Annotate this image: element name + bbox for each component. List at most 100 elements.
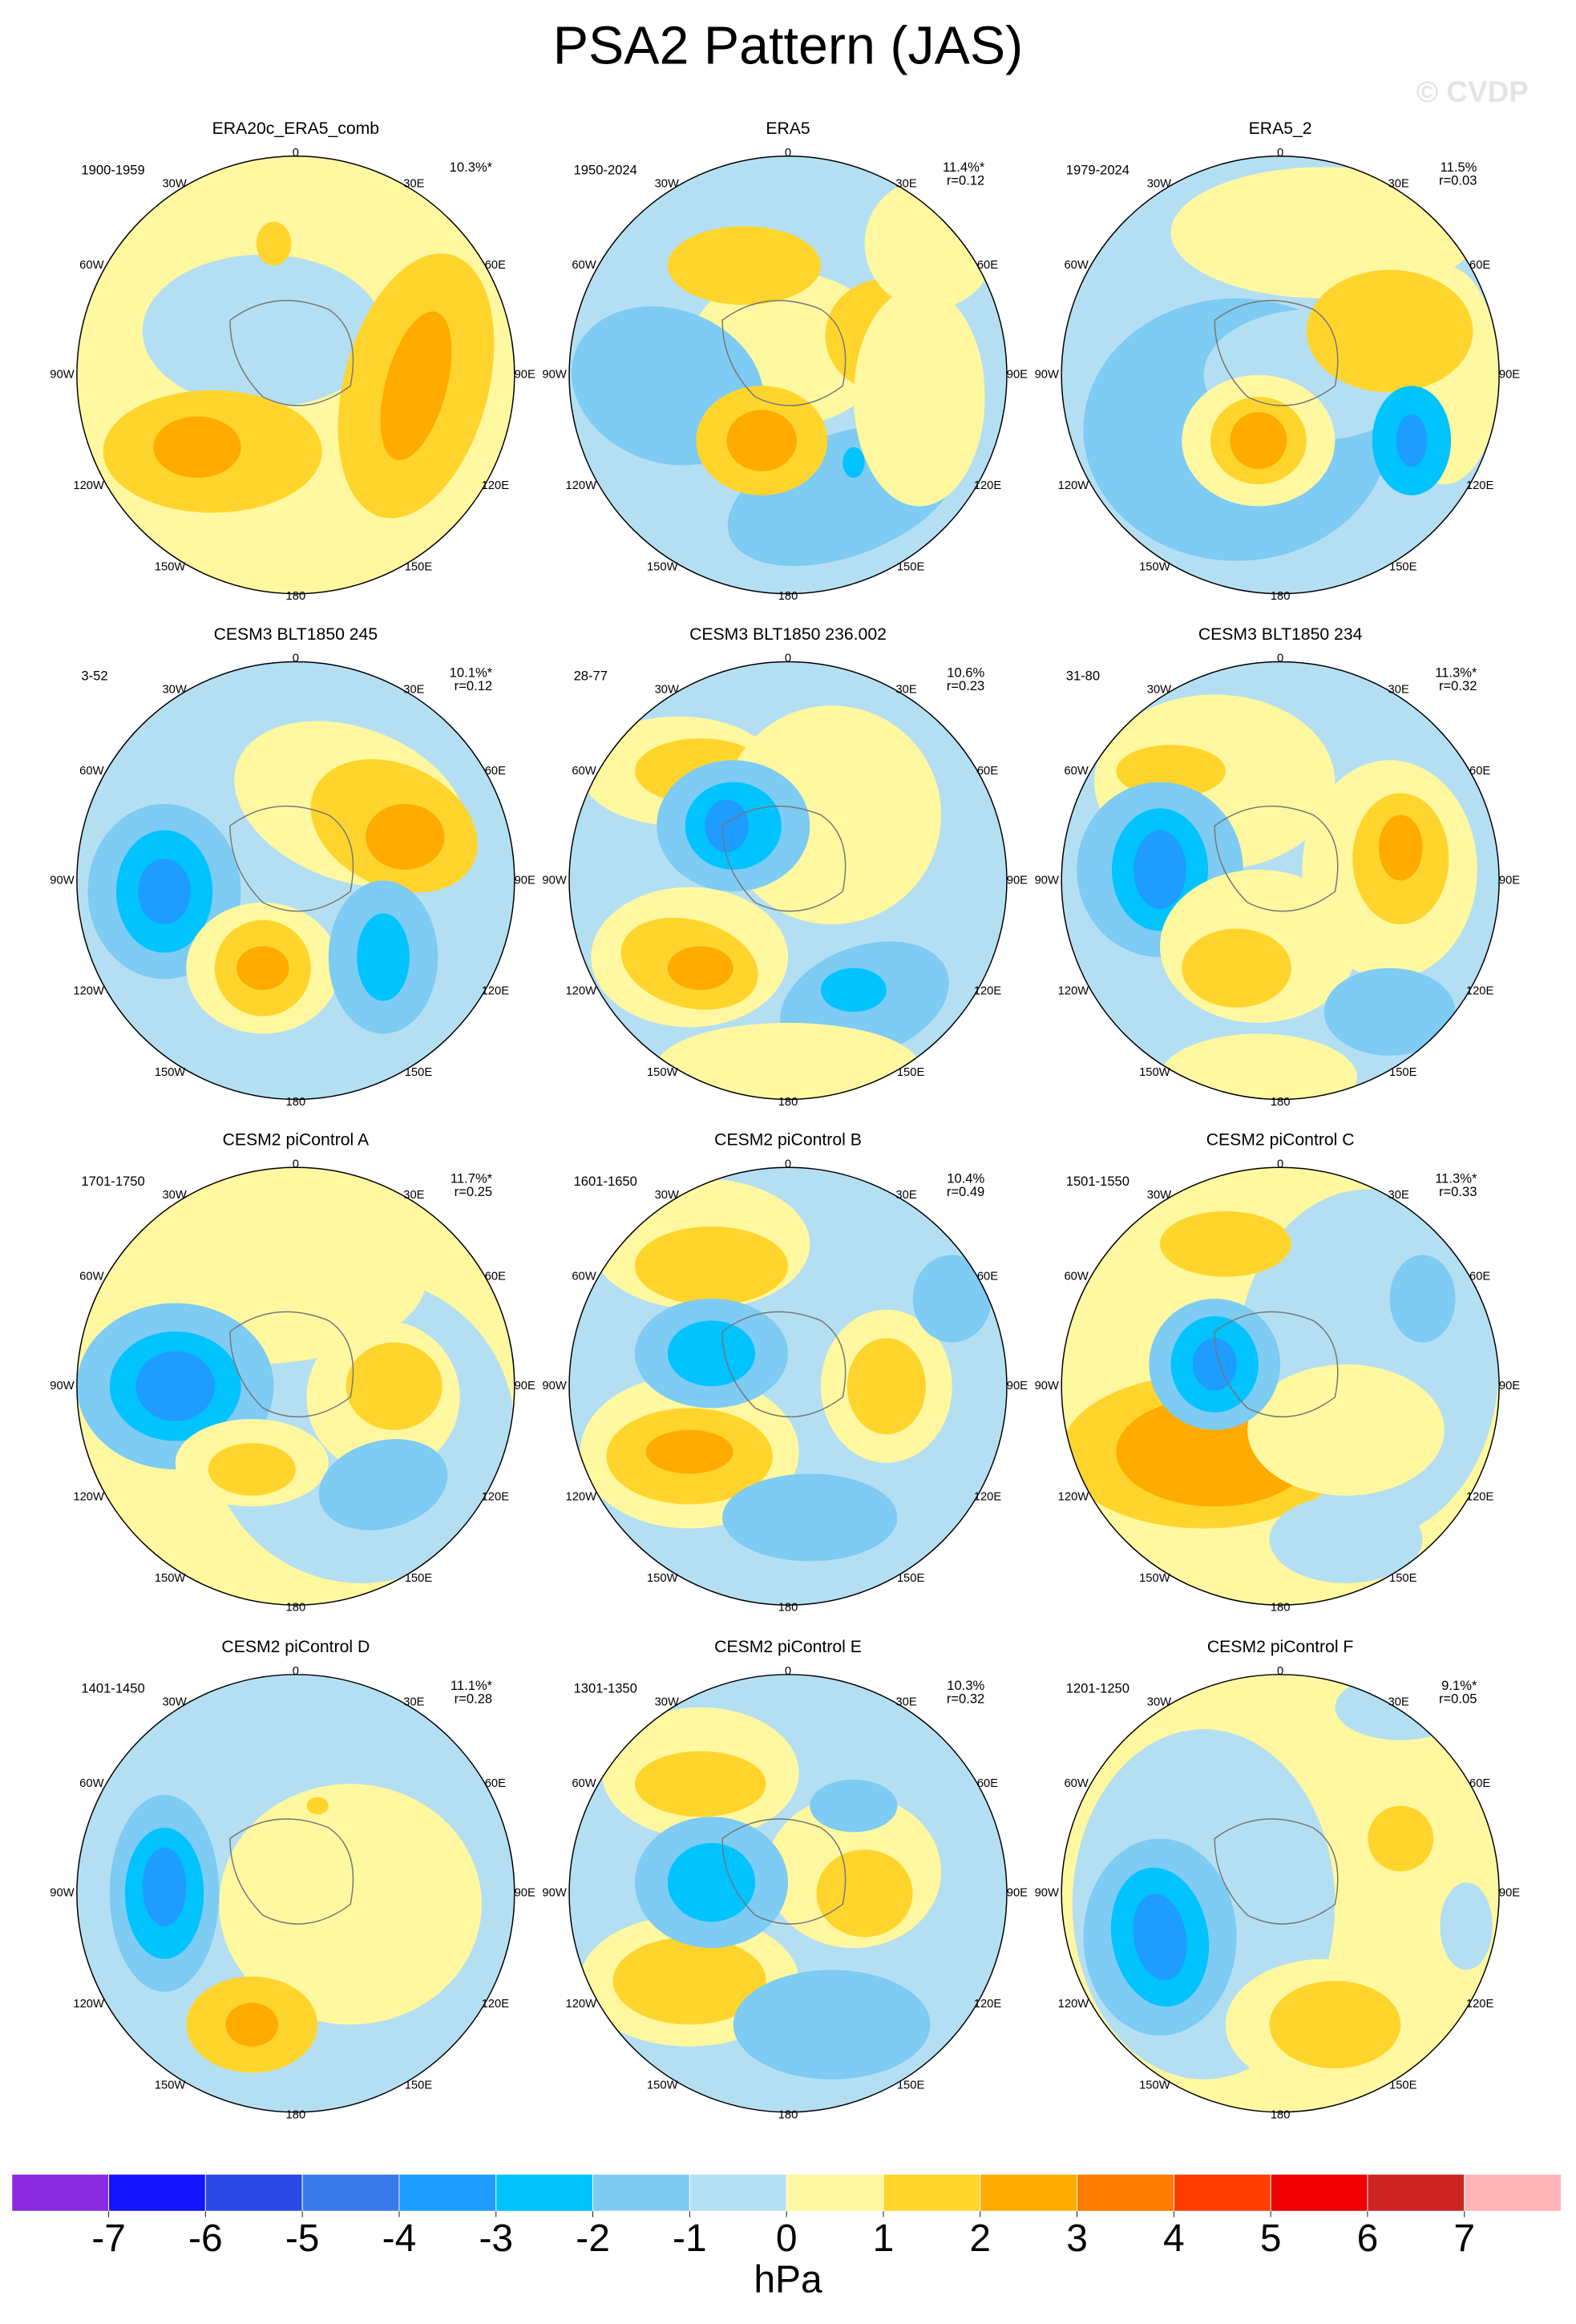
lon-label: 30W bbox=[1147, 683, 1171, 696]
lon-label: 30W bbox=[162, 178, 186, 191]
contour-region bbox=[366, 803, 445, 870]
map-border bbox=[76, 1674, 515, 2113]
lon-label: 180 bbox=[286, 1602, 306, 1615]
lon-label: 90E bbox=[1499, 1380, 1520, 1392]
panel-title: CESM2 piControl B bbox=[714, 1131, 862, 1150]
contour-region bbox=[380, 311, 452, 461]
contour-region bbox=[820, 968, 887, 1012]
colorbar-box bbox=[398, 2173, 497, 2212]
map-border bbox=[76, 661, 515, 1101]
coastline bbox=[229, 1818, 354, 1925]
lon-label: 60E bbox=[1469, 1271, 1490, 1283]
lon-label: 30E bbox=[403, 178, 424, 191]
stat-label: 9.1%* bbox=[1441, 1678, 1477, 1693]
stat-label: r=0.33 bbox=[1439, 1184, 1477, 1199]
contour-region bbox=[142, 1847, 187, 1926]
stat-label: 11.7%* bbox=[451, 1170, 493, 1186]
map-border bbox=[1061, 661, 1500, 1101]
contour-region bbox=[645, 1429, 733, 1474]
colorbar-box bbox=[1077, 2173, 1174, 2212]
lon-label: 150E bbox=[405, 1572, 433, 1585]
panel-title: CESM2 piControl A bbox=[223, 1131, 370, 1150]
stat-label: 11.3%* bbox=[1435, 665, 1477, 681]
lon-label: 120E bbox=[1466, 985, 1494, 998]
lon-label: 90E bbox=[515, 874, 535, 887]
lon-label: 120W bbox=[1058, 985, 1089, 998]
contour-field bbox=[569, 1674, 1007, 2112]
colorbar-tick-label: 5 bbox=[1260, 2217, 1282, 2260]
period-label: 1301-1350 bbox=[574, 1681, 637, 1696]
coastline bbox=[229, 1311, 354, 1418]
lon-label: 60W bbox=[79, 1271, 103, 1283]
contour-field bbox=[76, 1167, 515, 1606]
panel-title: ERA5_2 bbox=[1249, 119, 1312, 138]
coastline bbox=[229, 300, 354, 406]
lon-label: 150E bbox=[1389, 1066, 1417, 1079]
contour-region bbox=[810, 1779, 898, 1833]
lon-label: 180 bbox=[778, 1096, 798, 1109]
map-panel: CESM2 piControl F 1201-1250 9.1%*r=0.05 0 30… bbox=[1035, 1638, 1521, 2121]
lon-label: 150E bbox=[405, 560, 433, 573]
contour-region bbox=[1170, 167, 1477, 299]
lon-label: 120E bbox=[974, 1490, 1002, 1503]
contour-region bbox=[726, 410, 797, 471]
lon-label: 60W bbox=[1064, 1777, 1088, 1790]
contour-region bbox=[142, 254, 384, 408]
period-label: 31-80 bbox=[1066, 668, 1100, 683]
stat-label: r=0.23 bbox=[947, 678, 984, 693]
contour-field bbox=[1061, 156, 1500, 594]
colorbar-tick-label: 7 bbox=[1453, 2217, 1475, 2260]
lon-label: 60W bbox=[1064, 765, 1088, 778]
stat-label: r=0.32 bbox=[947, 1691, 984, 1707]
contour-region bbox=[225, 2003, 279, 2047]
lon-label: 60W bbox=[1064, 1271, 1088, 1283]
map-border bbox=[568, 155, 1008, 595]
colorbar-tick-label: 2 bbox=[969, 2217, 991, 2260]
lon-label: 150W bbox=[647, 2079, 678, 2092]
stat-label: 10.3% bbox=[947, 1678, 984, 1693]
lon-label: 60W bbox=[572, 765, 596, 778]
contour-region bbox=[722, 1473, 898, 1562]
stat-label: 11.4%* bbox=[943, 160, 985, 175]
contour-field bbox=[76, 661, 515, 1100]
contour-region bbox=[1396, 414, 1428, 467]
lon-label: 150W bbox=[1139, 560, 1170, 573]
colorbar-box bbox=[11, 2173, 110, 2212]
map-panel: ERA5 1950-2024 11.4%*r=0.12 0 30E 60E 90E 120E 1… bbox=[542, 119, 1028, 603]
lon-label: 90W bbox=[542, 1380, 566, 1392]
contour-region bbox=[357, 913, 410, 1001]
period-label: 1401-1450 bbox=[81, 1681, 144, 1696]
lon-label: 90W bbox=[50, 874, 74, 887]
contour-region bbox=[135, 1351, 215, 1421]
contour-region bbox=[1306, 269, 1473, 393]
lon-label: 30E bbox=[1388, 1696, 1409, 1709]
contour-region bbox=[306, 1797, 329, 1815]
stat-label: r=0.03 bbox=[1439, 172, 1477, 188]
contour-region bbox=[1182, 928, 1291, 1008]
contour-region bbox=[1269, 1495, 1423, 1583]
coastline bbox=[1214, 1818, 1339, 1925]
period-label: 1501-1550 bbox=[1066, 1174, 1129, 1189]
lon-label: 90W bbox=[1035, 369, 1059, 382]
map-border bbox=[1061, 1166, 1500, 1606]
lon-label: 60W bbox=[572, 1777, 596, 1790]
lon-label: 90W bbox=[50, 1887, 74, 1900]
period-label: 28-77 bbox=[574, 668, 608, 683]
contour-field bbox=[1061, 661, 1500, 1100]
map-border bbox=[76, 1166, 515, 1606]
lon-label: 120W bbox=[73, 479, 104, 492]
map-panel: CESM3 BLT1850 245 3-52 10.1%*r=0.12 0 30E 60E… bbox=[50, 625, 535, 1109]
lon-label: 60W bbox=[79, 765, 103, 778]
lon-label: 150E bbox=[1389, 2079, 1417, 2092]
lon-label: 150W bbox=[155, 1572, 186, 1585]
lon-label: 60E bbox=[977, 1777, 998, 1790]
lon-label: 150W bbox=[1139, 2079, 1170, 2092]
lon-label: 180 bbox=[286, 2108, 306, 2121]
coastline bbox=[1214, 805, 1339, 912]
lon-label: 60E bbox=[485, 765, 506, 778]
lon-label: 30W bbox=[655, 683, 679, 696]
stat-label: r=0.28 bbox=[455, 1691, 492, 1707]
colorbar-box bbox=[980, 2173, 1078, 2212]
lon-label: 90E bbox=[1499, 1887, 1520, 1900]
colorbar-box bbox=[592, 2173, 690, 2212]
